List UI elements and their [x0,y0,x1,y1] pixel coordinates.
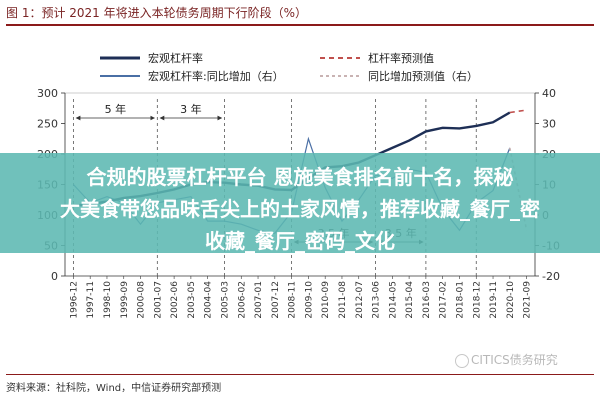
x-tick-label: 2017-02 [439,281,449,319]
x-tick-label: 2016-03 [422,281,432,319]
source-note: 资料来源：社科院，Wind，中信证券研究部预测 [6,374,594,394]
cycle-span-label: 3 年 [180,102,202,116]
legend-label: 宏观杠杆率 [148,51,203,65]
legend-label: 同比增加预测值（右） [368,69,478,83]
legend-label: 杠杆率预测值 [368,51,434,65]
x-tick-label: 2007-12 [271,281,281,319]
x-tick-label: 2005-03 [220,281,230,319]
x-axis: 1996-12 1997-11 1998-10 1999-09 2000-08 2001-… [69,276,533,319]
x-tick-label: 2009-10 [304,281,314,319]
x-tick-label: 2019-11 [489,281,499,319]
watermark-logo-icon [455,353,469,368]
promo-overlay-banner [0,153,600,253]
figure-title: 图 1：预计 2021 年将进入本轮债务周期下行阶段（%） [6,4,594,26]
watermark: CITICS债务研究 [455,351,558,368]
promo-overlay-line-3: 收藏_餐厅_密码_文化 [205,229,395,253]
series-line-2 [509,109,527,114]
x-tick-label: 1997-11 [86,281,96,319]
x-tick-label: 1996-12 [69,281,79,319]
y-right-tick-label: -20 [542,270,560,283]
x-tick-label: 2010-09 [321,281,331,319]
x-tick-label: 2008-11 [288,281,298,319]
y-left-tick-label: 300 [37,87,58,100]
x-tick-label: 2012-07 [355,281,365,319]
x-tick-label: 2014-05 [388,281,398,319]
cycle-span-label: 5 年 [105,102,127,116]
y-right-tick-label: 30 [542,118,556,131]
x-tick-label: 2004-04 [204,281,214,319]
x-tick-label: 2015-04 [405,281,415,319]
promo-overlay-line-1: 合规的股票杠杆平台 恩施美食排名前十名，探秘 [86,165,514,189]
y-left-tick-label: 250 [37,118,58,131]
watermark-text: CITICS债务研究 [471,353,558,367]
x-tick-label: 1999-09 [120,281,130,319]
x-tick-label: 2021-09 [523,281,533,319]
x-tick-label: 2000-08 [137,281,147,319]
x-tick-label: 2001-07 [153,281,163,319]
y-left-tick-label: 0 [51,270,58,283]
legend-label: 宏观杠杆率:同比增加（右） [148,69,284,83]
promo-overlay-line-2: 大美食带您品味舌尖上的土家风情，推荐收藏_餐厅_密 [60,197,540,221]
x-tick-label: 2020-10 [506,281,516,319]
y-right-tick-label: 40 [542,87,556,100]
x-tick-label: 2018-01 [455,281,465,319]
x-tick-label: 1998-10 [103,281,113,319]
x-tick-label: 2013-06 [372,281,382,319]
x-tick-label: 2018-12 [472,281,482,319]
x-tick-label: 2003-05 [187,281,197,319]
x-tick-label: 2011-08 [338,281,348,319]
x-tick-label: 2006-02 [237,281,247,319]
x-tick-label: 2007-01 [254,281,264,319]
x-tick-label: 2002-06 [170,281,180,319]
